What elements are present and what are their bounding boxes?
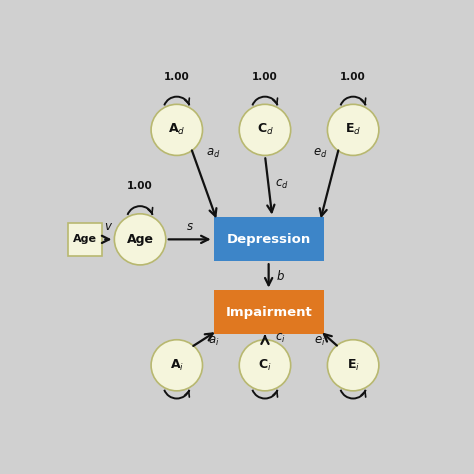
FancyBboxPatch shape bbox=[213, 218, 324, 261]
Circle shape bbox=[151, 340, 202, 391]
FancyBboxPatch shape bbox=[67, 223, 102, 256]
Text: Age: Age bbox=[73, 234, 97, 245]
Text: E$_i$: E$_i$ bbox=[346, 358, 360, 373]
Circle shape bbox=[239, 340, 291, 391]
Text: A$_i$: A$_i$ bbox=[170, 358, 184, 373]
Text: E$_d$: E$_d$ bbox=[345, 122, 361, 137]
Text: $c_i$: $c_i$ bbox=[275, 332, 286, 346]
Text: $c_d$: $c_d$ bbox=[275, 178, 289, 191]
Circle shape bbox=[239, 104, 291, 155]
Text: 1.00: 1.00 bbox=[252, 72, 278, 82]
Circle shape bbox=[114, 214, 166, 265]
Text: $e_d$: $e_d$ bbox=[313, 147, 328, 160]
Text: 1.00: 1.00 bbox=[340, 72, 366, 82]
Text: 1.00: 1.00 bbox=[127, 182, 153, 191]
Text: $e_i$: $e_i$ bbox=[314, 335, 326, 348]
Text: Age: Age bbox=[127, 233, 154, 246]
Circle shape bbox=[328, 104, 379, 155]
Text: C$_i$: C$_i$ bbox=[258, 358, 272, 373]
Circle shape bbox=[151, 104, 202, 155]
Text: Impairment: Impairment bbox=[225, 306, 312, 319]
Circle shape bbox=[328, 340, 379, 391]
Text: 1.00: 1.00 bbox=[164, 72, 190, 82]
Text: $s$: $s$ bbox=[186, 220, 193, 233]
FancyBboxPatch shape bbox=[213, 291, 324, 334]
Text: C$_d$: C$_d$ bbox=[256, 122, 273, 137]
Text: $b$: $b$ bbox=[276, 269, 285, 283]
Text: $v$: $v$ bbox=[104, 220, 113, 233]
Text: $a_d$: $a_d$ bbox=[206, 147, 221, 160]
Text: A$_d$: A$_d$ bbox=[168, 122, 185, 137]
Text: $a_i$: $a_i$ bbox=[208, 335, 219, 348]
Text: Depression: Depression bbox=[227, 233, 311, 246]
